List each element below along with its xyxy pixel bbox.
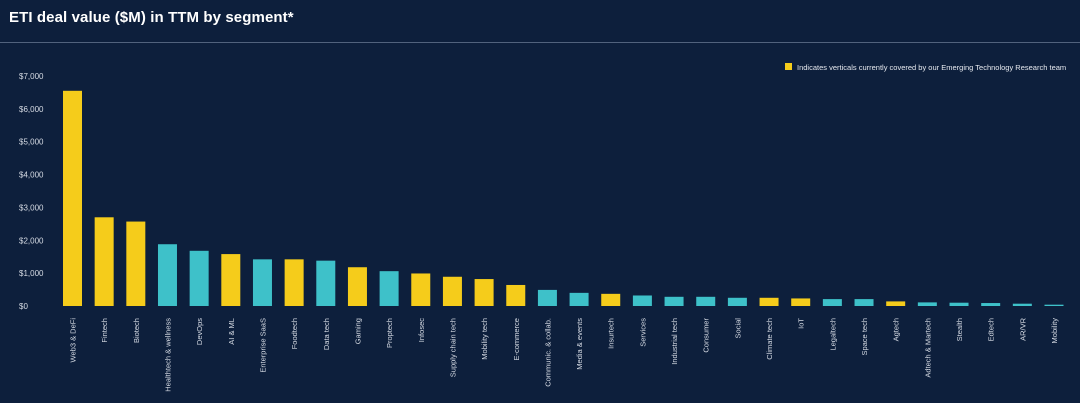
x-tick-label: Consumer [702,318,711,353]
x-tick-label: Web3 & DeFi [69,318,78,363]
bar [822,299,842,306]
bar [252,259,272,306]
x-tick-label: Adtech & Martech [923,318,932,378]
bar [727,297,747,306]
bar [63,90,82,306]
bar [791,298,811,306]
y-tick-label: $4,000 [19,171,44,180]
title-divider [0,42,1080,43]
y-tick-label: $0 [19,302,28,311]
x-tick-label: Enterprise SaaS [258,318,267,373]
x-tick-label: Mobility tech [480,318,489,360]
y-axis: $0 $1,000 $2,000 $3,000 $4,000 $5,000 $6,000 $7… [19,72,44,311]
bar [569,292,589,306]
bar [981,303,1001,306]
bar [1012,303,1032,306]
bar [506,284,526,306]
x-tick-label: Climate tech [765,318,774,360]
bar [411,273,431,306]
y-tick-label: $6,000 [19,105,44,114]
bar [696,296,716,306]
x-tick-label: IoT [797,318,806,329]
legend: Indicates verticals currently covered by… [785,63,1066,72]
bar [347,267,367,306]
x-tick-label: AI & ML [227,318,236,345]
bar [886,301,906,306]
bar [632,295,652,306]
x-tick-label: Mobility [1050,318,1059,344]
bar [917,302,937,306]
y-tick-label: $5,000 [19,138,44,147]
x-tick-label: Social [733,318,742,339]
x-tick-label: Biotech [132,318,141,343]
x-tick-label: Media & events [575,318,584,370]
legend-swatch [785,63,792,70]
y-tick-label: $7,000 [19,72,44,81]
x-tick-label: Insurtech [607,318,616,349]
x-tick-label: Legaltech [828,318,837,351]
y-tick-label: $2,000 [19,236,44,245]
x-tick-label: Edtech [987,318,996,341]
x-tick-label: Foodtech [290,318,299,349]
y-tick-label: $1,000 [19,269,44,278]
x-tick-label: Services [638,318,647,347]
x-tick-label: E-commerce [512,318,521,361]
x-tick-label: AR/VR [1018,317,1027,341]
bar [157,244,177,306]
x-axis-labels: Web3 & DeFi Fintech Biotech Healthtech & we… [69,317,1060,391]
x-tick-label: DevOps [195,318,204,345]
bar [284,259,304,306]
x-tick-label: Communic. & collab. [543,318,552,387]
bar [316,260,336,306]
bar [1044,304,1064,306]
x-tick-label: Agtech [892,318,901,341]
bars-group [63,90,1064,306]
chart-title: ETI deal value ($M) in TTM by segment* [9,9,294,26]
x-tick-label: Gaming [353,318,362,344]
bar [759,297,779,306]
x-tick-label: Proptech [385,318,394,348]
x-tick-label: Fintech [100,318,109,343]
bar [189,250,209,306]
x-tick-label: Stealth [955,318,964,341]
bar [537,289,557,306]
bar [949,302,969,306]
y-tick-label: $3,000 [19,203,44,212]
x-tick-label: Supply chain tech [448,318,457,377]
x-tick-label: Industrial tech [670,318,679,365]
x-tick-label: Space tech [860,318,869,356]
legend-label: Indicates verticals currently covered by… [797,63,1066,72]
bar [474,279,494,306]
x-tick-label: Healthtech & wellness [163,318,172,392]
x-tick-label: Data tech [322,318,331,350]
bar [379,271,399,306]
x-tick-label: Infosec [417,318,426,342]
bar [664,296,684,306]
bar [854,299,874,306]
bar [126,221,146,306]
bar [94,217,114,306]
bar [442,276,462,306]
bar [601,293,621,306]
bar [221,254,241,306]
